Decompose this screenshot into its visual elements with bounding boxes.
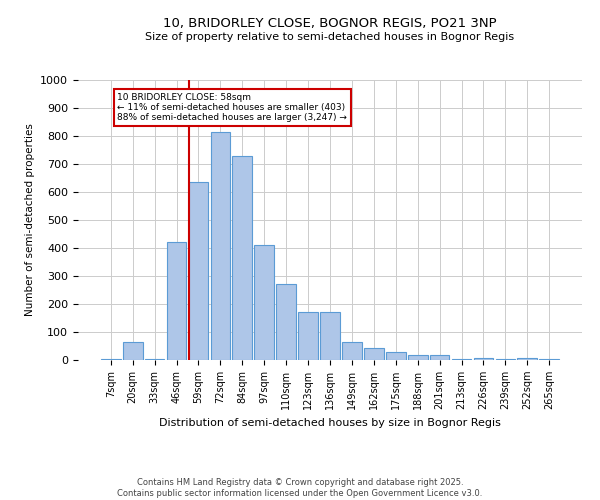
Y-axis label: Number of semi-detached properties: Number of semi-detached properties	[25, 124, 35, 316]
Bar	[539, 358, 559, 360]
Bar	[298, 312, 318, 360]
Text: Contains HM Land Registry data © Crown copyright and database right 2025.
Contai: Contains HM Land Registry data © Crown c…	[118, 478, 482, 498]
Bar	[386, 352, 406, 360]
Bar	[167, 242, 187, 360]
Bar	[188, 182, 208, 360]
Text: Size of property relative to semi-detached houses in Bognor Regis: Size of property relative to semi-detach…	[145, 32, 515, 42]
Bar	[320, 312, 340, 360]
Bar	[517, 358, 537, 360]
Bar	[452, 358, 472, 360]
Bar	[232, 156, 252, 360]
Bar	[342, 342, 362, 360]
Bar	[123, 342, 143, 360]
Text: 10, BRIDORLEY CLOSE, BOGNOR REGIS, PO21 3NP: 10, BRIDORLEY CLOSE, BOGNOR REGIS, PO21 …	[163, 18, 497, 30]
Bar	[364, 348, 384, 360]
Bar	[430, 355, 449, 360]
X-axis label: Distribution of semi-detached houses by size in Bognor Regis: Distribution of semi-detached houses by …	[159, 418, 501, 428]
Bar	[145, 358, 164, 360]
Bar	[496, 358, 515, 360]
Bar	[211, 132, 230, 360]
Text: 10 BRIDORLEY CLOSE: 58sqm
← 11% of semi-detached houses are smaller (403)
88% of: 10 BRIDORLEY CLOSE: 58sqm ← 11% of semi-…	[118, 92, 347, 122]
Bar	[101, 358, 121, 360]
Bar	[254, 245, 274, 360]
Bar	[276, 284, 296, 360]
Bar	[473, 358, 493, 360]
Bar	[408, 355, 428, 360]
